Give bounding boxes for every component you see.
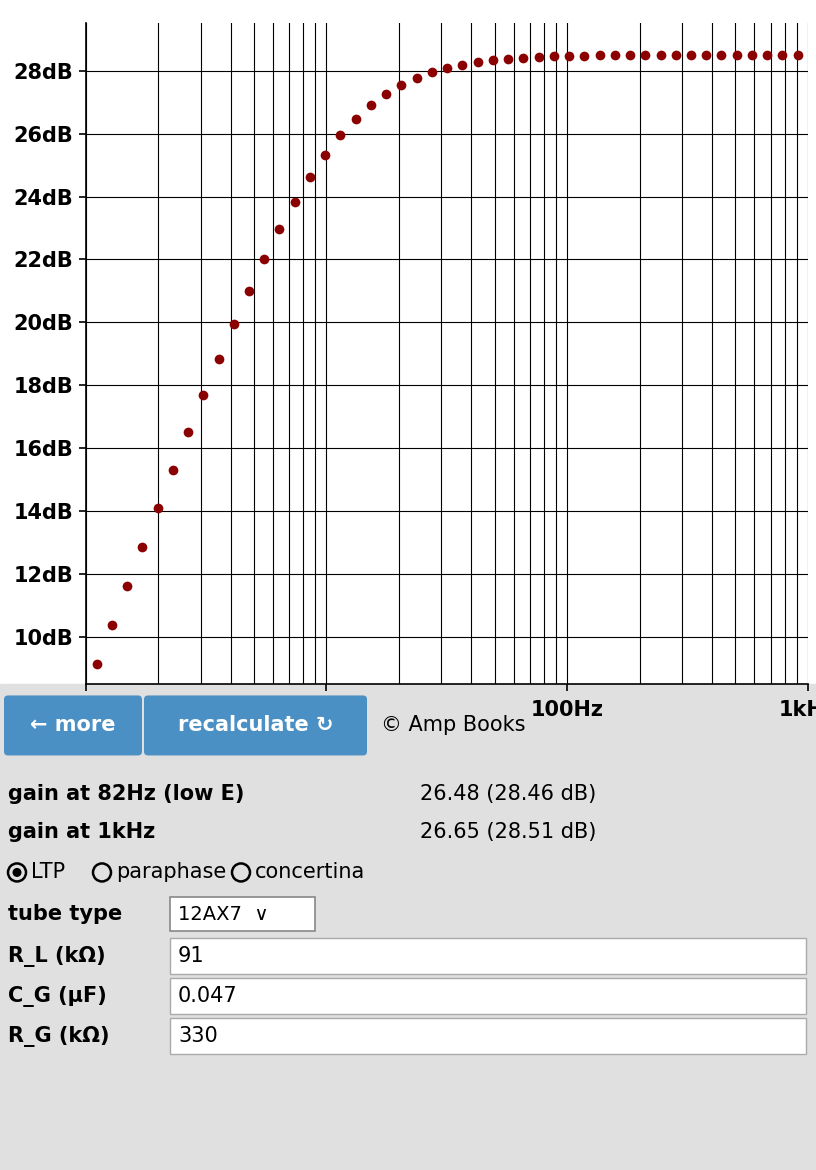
Circle shape <box>12 868 21 878</box>
Point <box>441 58 454 77</box>
Text: tube type: tube type <box>8 904 122 924</box>
Point <box>669 46 682 64</box>
Point <box>685 46 698 64</box>
Point <box>121 577 134 596</box>
Text: C_G (μF): C_G (μF) <box>8 986 107 1007</box>
Point <box>425 63 438 82</box>
Point <box>761 46 774 64</box>
Point <box>593 46 606 64</box>
Point <box>258 249 271 268</box>
Point <box>517 48 530 67</box>
Text: R_G (kΩ): R_G (kΩ) <box>8 1026 109 1047</box>
Point <box>90 655 103 674</box>
Point <box>395 76 408 95</box>
Point <box>792 46 805 64</box>
Text: recalculate ↻: recalculate ↻ <box>178 715 333 736</box>
FancyBboxPatch shape <box>170 938 806 975</box>
Point <box>135 537 149 556</box>
Text: R_L (kΩ): R_L (kΩ) <box>8 947 105 966</box>
Point <box>532 48 545 67</box>
Point <box>334 126 347 145</box>
Text: 12AX7  ∨: 12AX7 ∨ <box>178 904 268 924</box>
Point <box>288 192 301 211</box>
Text: concertina: concertina <box>255 862 366 882</box>
Point <box>365 96 378 115</box>
Point <box>502 49 515 68</box>
Point <box>212 350 225 369</box>
Point <box>304 167 317 186</box>
FancyBboxPatch shape <box>4 695 142 756</box>
Text: 91: 91 <box>178 947 205 966</box>
FancyBboxPatch shape <box>170 897 315 931</box>
Text: paraphase: paraphase <box>116 862 226 882</box>
Point <box>227 315 240 333</box>
Text: ← more: ← more <box>30 715 116 736</box>
Point <box>181 424 194 442</box>
Point <box>746 46 759 64</box>
Point <box>166 461 180 480</box>
Point <box>471 53 484 71</box>
Point <box>776 46 789 64</box>
Point <box>151 498 164 517</box>
Point <box>654 46 667 64</box>
Point <box>730 46 743 64</box>
Point <box>273 220 286 239</box>
Point <box>486 51 499 70</box>
Point <box>548 47 561 66</box>
Point <box>578 47 591 66</box>
Point <box>410 69 424 88</box>
Point <box>319 145 332 164</box>
Point <box>562 47 575 66</box>
Point <box>608 46 621 64</box>
FancyBboxPatch shape <box>170 978 806 1014</box>
Point <box>349 110 362 129</box>
Point <box>456 55 469 74</box>
Point <box>700 46 713 64</box>
Text: 0.047: 0.047 <box>178 986 237 1006</box>
Point <box>197 386 210 405</box>
Text: 26.65 (28.51 dB): 26.65 (28.51 dB) <box>420 823 596 842</box>
Text: 330: 330 <box>178 1026 218 1046</box>
Point <box>639 46 652 64</box>
Text: gain at 82Hz (low E): gain at 82Hz (low E) <box>8 784 244 805</box>
Point <box>379 84 392 103</box>
Text: 26.48 (28.46 dB): 26.48 (28.46 dB) <box>420 784 596 805</box>
FancyBboxPatch shape <box>144 695 367 756</box>
Text: LTP: LTP <box>31 862 65 882</box>
Text: © Amp Books: © Amp Books <box>381 715 526 736</box>
Point <box>715 46 728 64</box>
Point <box>623 46 636 64</box>
Text: gain at 1kHz: gain at 1kHz <box>8 823 155 842</box>
Point <box>105 615 118 634</box>
FancyBboxPatch shape <box>170 1018 806 1054</box>
Point <box>242 282 255 301</box>
